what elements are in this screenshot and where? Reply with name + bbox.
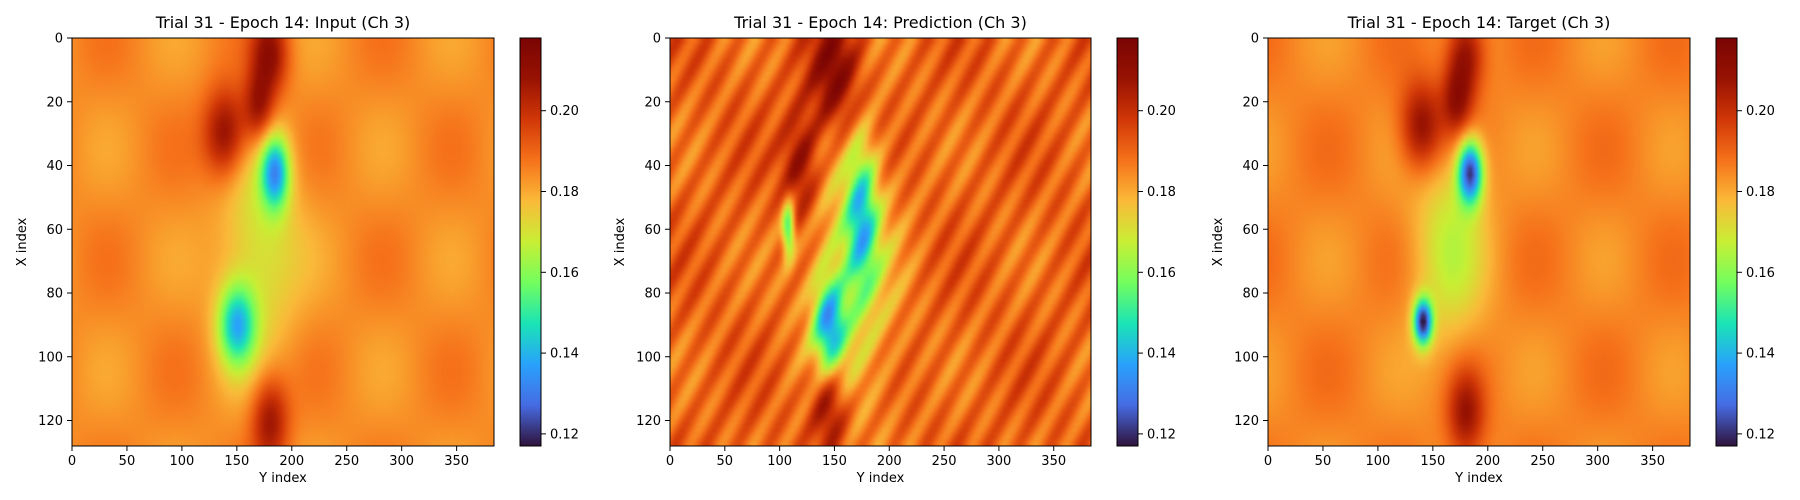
y-tick-label: 80	[644, 287, 661, 302]
colorbar	[519, 37, 542, 447]
plot-frame	[1267, 37, 1691, 447]
heatmap-image	[670, 38, 1091, 446]
colorbar-tick-label: 0.20	[1746, 104, 1775, 119]
y-tick-label: 60	[46, 223, 63, 238]
x-axis-label: Y index	[856, 471, 905, 486]
colorbar-tick-label: 0.18	[550, 185, 579, 200]
colorbar-tick-label: 0.12	[1746, 427, 1775, 442]
y-tick-label: 100	[1234, 350, 1259, 365]
y-tick-label: 100	[38, 350, 63, 365]
x-axis-label: Y index	[1454, 471, 1503, 486]
plot-frame	[669, 37, 1092, 447]
x-tick-label: 150	[1420, 454, 1445, 469]
x-tick-label: 100	[169, 454, 194, 469]
y-tick-label: 40	[1242, 159, 1259, 174]
y-tick-label: 120	[38, 414, 63, 429]
y-tick-label: 0	[1251, 32, 1259, 47]
y-tick-label: 80	[1242, 287, 1259, 302]
y-tick-label: 20	[644, 95, 661, 110]
y-tick-label: 20	[46, 95, 63, 110]
y-tick-label: 20	[1242, 95, 1259, 110]
heatmap-image	[72, 38, 494, 446]
heatmap-panel-3: Trial 31 - Epoch 14: Target (Ch 3) 0 50 100…	[1211, 13, 1775, 486]
y-tick-label: 120	[1234, 414, 1259, 429]
x-tick-label: 0	[1264, 454, 1272, 469]
colorbar-tick-label: 0.14	[1147, 347, 1176, 362]
y-tick-label: 60	[1242, 223, 1259, 238]
x-tick-label: 250	[334, 454, 359, 469]
colorbar-tick-label: 0.14	[550, 347, 579, 362]
x-axis-label: Y index	[258, 471, 307, 486]
x-tick-label: 50	[119, 454, 136, 469]
y-axis-label: X index	[15, 217, 30, 266]
x-tick-label: 350	[1640, 454, 1665, 469]
x-tick-label: 0	[666, 454, 674, 469]
x-tick-label: 250	[1530, 454, 1555, 469]
chart-title: Trial 31 - Epoch 14: Prediction (Ch 3)	[733, 13, 1027, 32]
x-tick-label: 200	[877, 454, 902, 469]
y-tick-label: 120	[636, 414, 661, 429]
y-tick-label: 40	[46, 159, 63, 174]
x-tick-label: 150	[822, 454, 847, 469]
colorbar-tick-label: 0.14	[1746, 347, 1775, 362]
y-tick-label: 0	[653, 32, 661, 47]
x-tick-label: 250	[932, 454, 957, 469]
x-tick-label: 350	[1041, 454, 1066, 469]
chart-title: Trial 31 - Epoch 14: Target (Ch 3)	[1347, 13, 1611, 32]
x-tick-label: 50	[717, 454, 734, 469]
plot-frame	[71, 37, 495, 447]
colorbar-tick-label: 0.16	[1746, 266, 1775, 281]
y-tick-label: 80	[46, 287, 63, 302]
x-tick-label: 100	[1365, 454, 1390, 469]
colorbar-tick-label: 0.18	[1746, 185, 1775, 200]
x-tick-label: 200	[279, 454, 304, 469]
heatmap-image	[1268, 38, 1690, 446]
x-tick-label: 300	[1585, 454, 1610, 469]
colorbar-tick-label: 0.12	[550, 427, 579, 442]
x-tick-label: 0	[68, 454, 76, 469]
x-tick-label: 300	[986, 454, 1011, 469]
heatmap-panel-2: Trial 31 - Epoch 14: Prediction (Ch 3) 0 5…	[613, 13, 1176, 486]
y-tick-label: 100	[636, 350, 661, 365]
y-axis-label: X index	[613, 217, 628, 266]
heatmap-panel-1: Trial 31 - Epoch 14: Input (Ch 3) 0 50 100 1…	[15, 13, 579, 486]
colorbar-tick-label: 0.20	[550, 104, 579, 119]
x-tick-label: 100	[767, 454, 792, 469]
x-tick-label: 150	[224, 454, 249, 469]
y-tick-label: 60	[644, 223, 661, 238]
y-tick-label: 40	[644, 159, 661, 174]
y-tick-label: 0	[55, 32, 63, 47]
chart-title: Trial 31 - Epoch 14: Input (Ch 3)	[155, 13, 411, 32]
colorbar	[1116, 37, 1139, 447]
colorbar-tick-label: 0.18	[1147, 185, 1176, 200]
x-tick-label: 200	[1475, 454, 1500, 469]
colorbar	[1715, 37, 1738, 447]
x-tick-label: 350	[444, 454, 469, 469]
x-tick-label: 300	[389, 454, 414, 469]
y-axis-label: X index	[1211, 217, 1226, 266]
colorbar-tick-label: 0.16	[550, 266, 579, 281]
x-tick-label: 50	[1315, 454, 1332, 469]
colorbar-tick-label: 0.20	[1147, 104, 1176, 119]
colorbar-tick-label: 0.12	[1147, 427, 1176, 442]
colorbar-tick-label: 0.16	[1147, 266, 1176, 281]
